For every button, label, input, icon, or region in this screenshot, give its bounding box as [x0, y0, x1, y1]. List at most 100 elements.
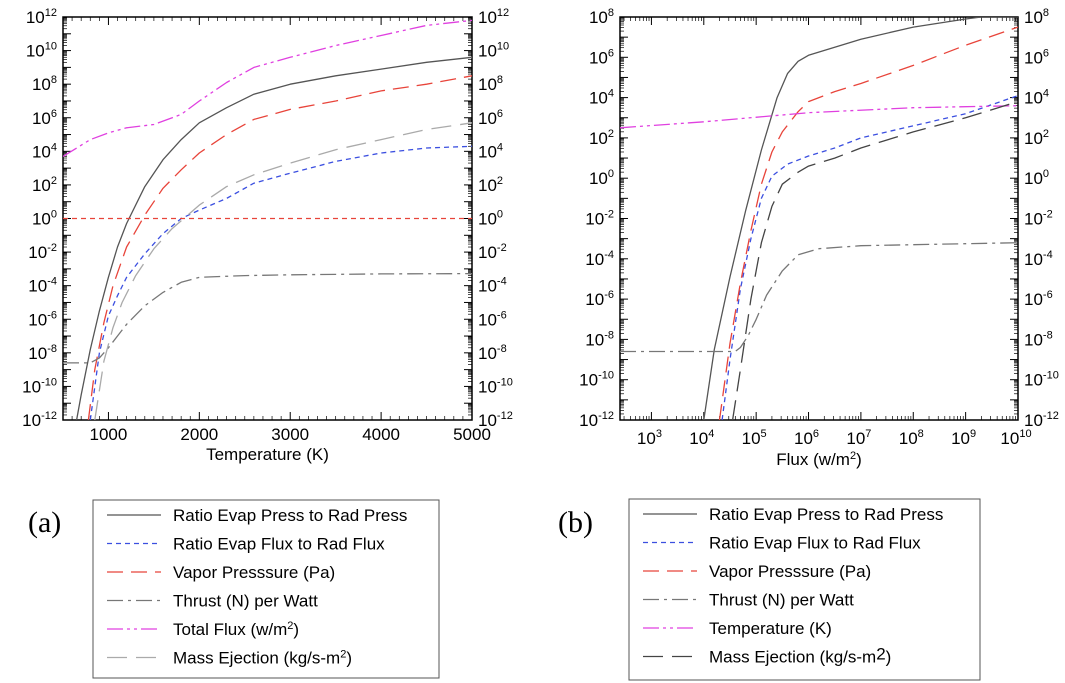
y-tick-label-left: 10-8	[585, 329, 614, 349]
y-tick-label-left: 100	[32, 209, 57, 229]
legend-label-5: Mass Ejection (kg/s-m2)	[173, 649, 352, 668]
plot-frame	[62, 16, 473, 421]
x-tick-label-base: 10	[689, 429, 708, 448]
x-tick-label: 3000	[271, 425, 309, 444]
y-tick-label-right-base: 10	[478, 210, 497, 229]
y-tick-label-left: 10-10	[579, 370, 614, 390]
legend-label-3: Thrust (N) per Watt	[709, 591, 854, 610]
y-tick-label-right-base: 10	[478, 411, 497, 430]
y-tick-label-left-base: 10	[585, 290, 604, 309]
y-tick-label-right-exp: -6	[1043, 289, 1053, 301]
legend-a: Ratio Evap Press to Rad Press Ratio Evap …	[92, 499, 440, 679]
y-tick-label-left-exp: 4	[608, 88, 614, 100]
panel-a-tag: (a)	[28, 506, 61, 539]
y-tick-label-right: 106	[1024, 47, 1049, 67]
legend-label-bigsup: 2	[876, 645, 885, 664]
y-tick-label-left-base: 10	[579, 411, 598, 430]
y-tick-label-right: 10-2	[1024, 209, 1053, 229]
legend-label-tail: )	[293, 620, 299, 639]
y-tick-label-left: 106	[32, 108, 57, 128]
x-tick-label-exp: 9	[970, 428, 976, 440]
legend-label-text: Thrust (N) per Watt	[709, 591, 854, 610]
y-tick-label-left-base: 10	[32, 176, 51, 195]
y-tick-label-left: 10-4	[28, 276, 57, 296]
series-line-0	[703, 17, 1018, 420]
y-tick-label-left: 10-6	[585, 289, 614, 309]
y-tick-label-right-base: 10	[478, 75, 497, 94]
legend-label-sup: 2	[340, 649, 346, 661]
x-tick-label: 103	[637, 428, 662, 448]
x-tick-label-exp: 6	[813, 428, 819, 440]
legend-label-3: Thrust (N) per Watt	[173, 592, 318, 611]
y-tick-label-right-exp: -4	[497, 276, 507, 288]
x-tick-label-base: 10	[794, 429, 813, 448]
legend-label-text: Ratio Evap Press to Rad Press	[709, 505, 943, 524]
y-tick-label-left-base: 10	[589, 89, 608, 108]
x-tick-label: 1000	[90, 425, 128, 444]
y-tick-label-left-base: 10	[589, 48, 608, 67]
x-tick-label-base: 10	[899, 429, 918, 448]
y-tick-label-right-exp: 0	[497, 209, 503, 221]
y-tick-label-right-exp: 10	[497, 41, 509, 53]
series-line-1	[89, 145, 472, 420]
y-tick-label-right-exp: -8	[497, 343, 507, 355]
y-tick-label-left-base: 10	[32, 109, 51, 128]
y-tick-label-left-base: 10	[585, 250, 604, 269]
y-tick-label-left-base: 10	[22, 377, 41, 396]
y-tick-label-right: 100	[1024, 168, 1049, 188]
y-tick-label-left-base: 10	[22, 411, 41, 430]
x-tick-label-base: 10	[637, 429, 656, 448]
y-tick-label-right: 10-4	[478, 276, 507, 296]
y-tick-label-left-exp: -12	[41, 410, 57, 422]
y-tick-label-right-exp: 6	[1043, 47, 1049, 59]
plot-frame	[619, 16, 1019, 421]
legend-label-text: Temperature (K)	[709, 619, 832, 638]
y-tick-label-left-exp: -10	[598, 370, 614, 382]
y-tick-label-right-exp: 4	[497, 141, 503, 153]
y-tick-label-right-base: 10	[1024, 371, 1043, 390]
legend-label-text: Vapor Presssure (Pa)	[709, 562, 871, 581]
y-tick-label-right-base: 10	[1024, 129, 1043, 148]
y-tick-label-left-exp: -8	[604, 329, 614, 341]
y-tick-label-left-base: 10	[585, 330, 604, 349]
y-tick-label-right: 1012	[478, 7, 509, 27]
legend-label-0: Ratio Evap Press to Rad Press	[709, 505, 943, 524]
y-tick-label-right-exp: -10	[497, 376, 513, 388]
legend-label-text: Ratio Evap Press to Rad Press	[173, 506, 407, 525]
series-line-3	[620, 242, 1018, 353]
y-tick-label-left: 102	[32, 175, 57, 195]
x-axis-title: Flux (w/m2)	[776, 450, 861, 469]
y-tick-label-right-exp: 6	[497, 108, 503, 120]
x-tick-label: 107	[846, 428, 871, 448]
y-tick-label-right: 104	[478, 141, 503, 161]
y-tick-label-right-base: 10	[1024, 290, 1043, 309]
x-tick-label-exp: 5	[761, 428, 767, 440]
series-line-0	[75, 56, 472, 420]
x-tick-label: 108	[899, 428, 924, 448]
y-tick-label-right-base: 10	[1024, 169, 1043, 188]
series-line-5	[94, 122, 472, 420]
y-tick-label-right: 1010	[478, 41, 509, 61]
y-tick-label-left: 10-6	[28, 309, 57, 329]
y-tick-label-right-exp: -8	[1043, 329, 1053, 341]
legend-label-text: Total Flux (w/m	[173, 620, 287, 639]
y-tick-label-left-base: 10	[589, 8, 608, 27]
y-tick-label-left: 10-4	[585, 249, 614, 269]
legend-label-0: Ratio Evap Press to Rad Press	[173, 506, 407, 525]
y-tick-label-left: 104	[32, 141, 57, 161]
y-tick-label-left-exp: -4	[604, 249, 614, 261]
legend-label-text: Mass Ejection (kg/s-m	[173, 649, 340, 668]
legend-label-text: Vapor Presssure (Pa)	[173, 563, 335, 582]
y-tick-label-left-base: 10	[589, 129, 608, 148]
y-tick-label-left: 10-2	[585, 209, 614, 229]
y-tick-label-right-base: 10	[478, 243, 497, 262]
y-tick-label-left-base: 10	[28, 344, 47, 363]
y-tick-label-right-exp: -2	[497, 242, 507, 254]
y-tick-label-right-base: 10	[478, 344, 497, 363]
y-tick-label-right-base: 10	[478, 377, 497, 396]
x-tick-label: 104	[689, 428, 714, 448]
y-tick-label-left-base: 10	[32, 75, 51, 94]
x-tick-label-exp: 10	[1019, 428, 1031, 440]
y-tick-label-right-exp: 8	[497, 74, 503, 86]
